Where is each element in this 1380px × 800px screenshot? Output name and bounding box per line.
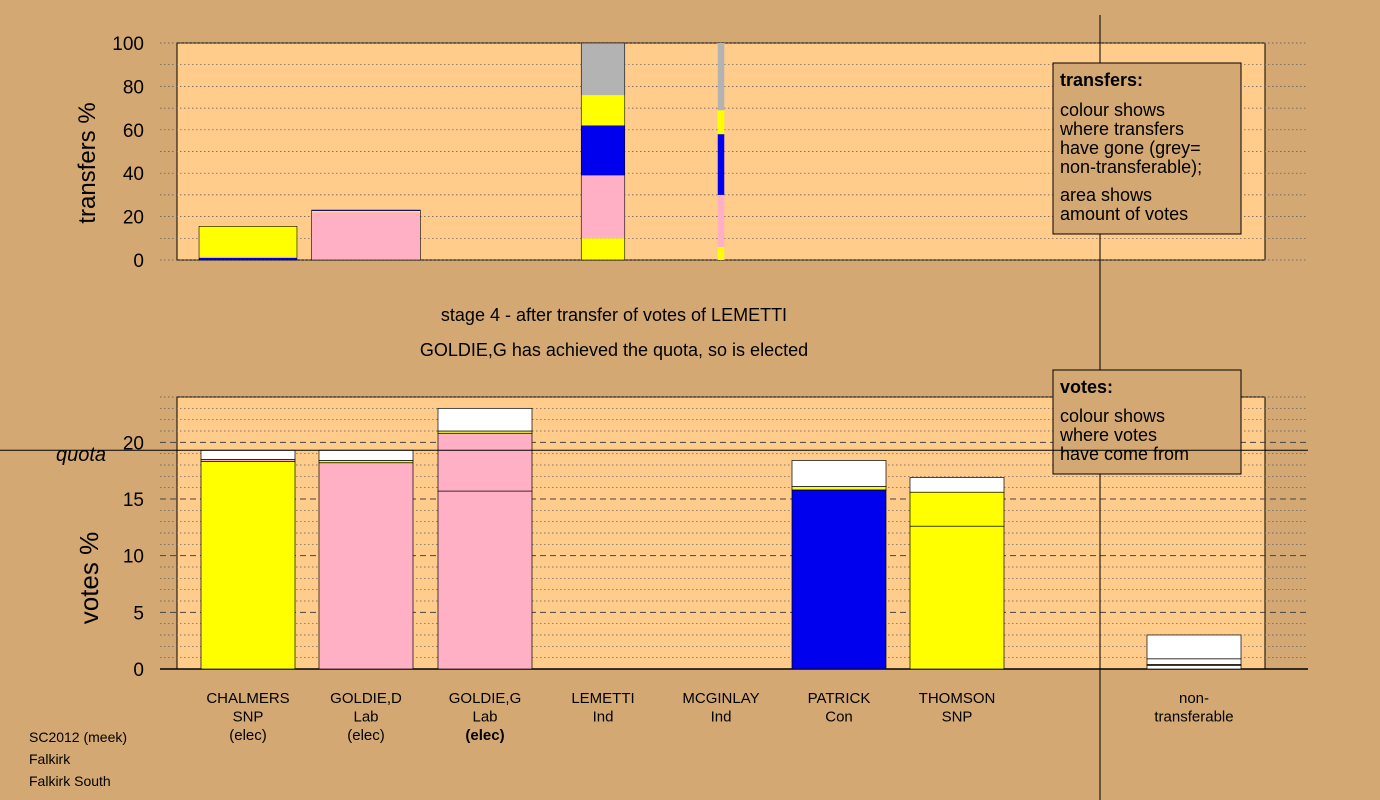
transfers-y-tick-label: 0	[133, 251, 144, 272]
transfers-y-tick-label: 80	[123, 77, 144, 98]
transfer-segment-mcginlay	[717, 134, 725, 195]
candidate-label-party: Lab	[353, 709, 378, 726]
vote-bar-goldieg-segment	[437, 407, 533, 432]
votes-legend-title: votes:	[1060, 377, 1113, 397]
transfer-segment-goldied	[311, 210, 421, 211]
transfer-segment-mcginlay	[717, 110, 725, 135]
transfer-segment-goldied	[311, 210, 421, 213]
transfers-legend-line: area shows	[1060, 185, 1152, 205]
transfers-y-tick-label: 100	[112, 34, 144, 55]
transfers-y-tick-label: 20	[123, 208, 144, 229]
stage-title: stage 4 - after transfer of votes of LEM…	[441, 305, 787, 325]
transfer-segment-lemetti	[581, 43, 625, 96]
candidate-label-name: GOLDIE,D	[330, 690, 402, 707]
votes-legend-line: colour shows	[1060, 406, 1165, 426]
transfer-bar-outline	[311, 209, 421, 261]
transfers-legend-line: amount of votes	[1060, 204, 1188, 224]
votes-legend-line: have come from	[1060, 444, 1189, 464]
transfers-legend-line: colour shows	[1060, 100, 1165, 120]
transfer-segment-chalmers	[199, 257, 297, 260]
transfers-y-axis-label: transfers %	[74, 102, 101, 223]
vote-bar-goldieg-segment	[437, 432, 533, 492]
footer-source: SC2012 (meek)	[29, 729, 127, 745]
transfers-legend-line: have gone (grey=	[1060, 138, 1201, 158]
transfer-segment-chalmers	[199, 256, 297, 258]
candidate-label-party: Con	[825, 709, 853, 726]
transfers-legend-line: where transfers	[1059, 119, 1184, 139]
non-transferable-bar-segment	[1146, 634, 1242, 660]
transfer-bar-outline	[580, 42, 626, 261]
transfer-segment-chalmers	[199, 226, 297, 257]
candidate-label-party: Ind	[593, 709, 614, 726]
stage-subtitle: GOLDIE,G has achieved the quota, so is e…	[420, 340, 808, 360]
transfer-segment-goldied	[311, 212, 421, 260]
votes-legend-line: where votes	[1059, 425, 1157, 445]
transfer-segment-mcginlay	[717, 43, 725, 111]
transfers-y-ticks: 0 20 40 60 80 100	[112, 34, 144, 272]
votes-y-ticks: 0 5 10 15 20	[123, 433, 144, 681]
candidate-label-status: (elec)	[347, 727, 385, 744]
transfer-segment-lemetti	[581, 95, 625, 126]
vote-bar-patrick-segment	[791, 486, 887, 491]
votes-bars	[200, 407, 1242, 670]
candidate-label-name: PATRICK	[808, 690, 871, 707]
transfer-bar-outline	[198, 226, 298, 261]
footer-council: Falkirk	[29, 751, 71, 767]
votes-y-axis-label: votes %	[74, 532, 104, 625]
candidate-label-party: SNP	[233, 709, 264, 726]
non-transferable-bar-segment	[1146, 658, 1242, 665]
vote-bar-goldied-segment	[318, 449, 414, 461]
candidate-label-name: CHALMERS	[206, 690, 289, 707]
candidate-label-party: Lab	[472, 709, 497, 726]
vote-bar-goldieg-segment	[437, 490, 533, 670]
transfers-legend-line: non-transferable);	[1060, 157, 1202, 177]
transfer-segment-mcginlay	[717, 246, 725, 260]
transfer-segment-lemetti	[581, 238, 625, 260]
candidate-label-status: (elec)	[229, 727, 267, 744]
vote-bar-thomson-segment	[909, 491, 1005, 527]
candidate-labels: CHALMERSSNP(elec)GOLDIE,DLab(elec)GOLDIE…	[206, 690, 1233, 744]
votes-y-tick-label: 0	[133, 660, 144, 681]
candidate-label-name: LEMETTI	[571, 690, 634, 707]
vote-bar-goldied-segment	[318, 462, 414, 670]
transfers-y-tick-label: 40	[123, 164, 144, 185]
candidate-label-status: (elec)	[465, 727, 504, 744]
transfers-legend-title: transfers:	[1060, 70, 1143, 90]
non-transferable-bar-segment	[1146, 665, 1242, 670]
vote-bar-thomson-segment	[909, 525, 1005, 670]
non-transferable-label: non-	[1179, 690, 1209, 707]
transfer-segment-mcginlay	[717, 194, 725, 247]
vote-bar-chalmers-segment	[200, 461, 296, 670]
votes-y-tick-label: 10	[123, 547, 144, 568]
vote-bar-patrick-segment	[791, 460, 887, 487]
footer-ward: Falkirk South	[29, 773, 111, 789]
candidate-label-party: Ind	[711, 709, 732, 726]
votes-y-tick-label: 20	[123, 433, 144, 454]
transfer-segment-lemetti	[581, 125, 625, 176]
transfers-legend: transfers: colour shows where transfers …	[1052, 62, 1242, 235]
vote-bar-thomson-segment	[909, 477, 1005, 493]
vote-bar-chalmers-segment	[200, 449, 296, 460]
vote-bar-patrick-segment	[791, 489, 887, 670]
transfers-y-tick-label: 60	[123, 121, 144, 142]
quota-label: quota	[56, 444, 106, 466]
candidate-label-name: MCGINLAY	[682, 690, 759, 707]
candidate-label-name: GOLDIE,G	[449, 690, 522, 707]
votes-legend: votes: colour shows where votes have com…	[1052, 369, 1242, 475]
votes-y-tick-label: 15	[123, 490, 144, 511]
non-transferable-label: transferable	[1154, 709, 1233, 726]
transfer-segment-lemetti	[581, 175, 625, 239]
transfers-bars	[198, 42, 725, 261]
candidate-label-party: SNP	[942, 709, 973, 726]
candidate-label-name: THOMSON	[919, 690, 996, 707]
votes-y-tick-label: 5	[133, 603, 144, 624]
